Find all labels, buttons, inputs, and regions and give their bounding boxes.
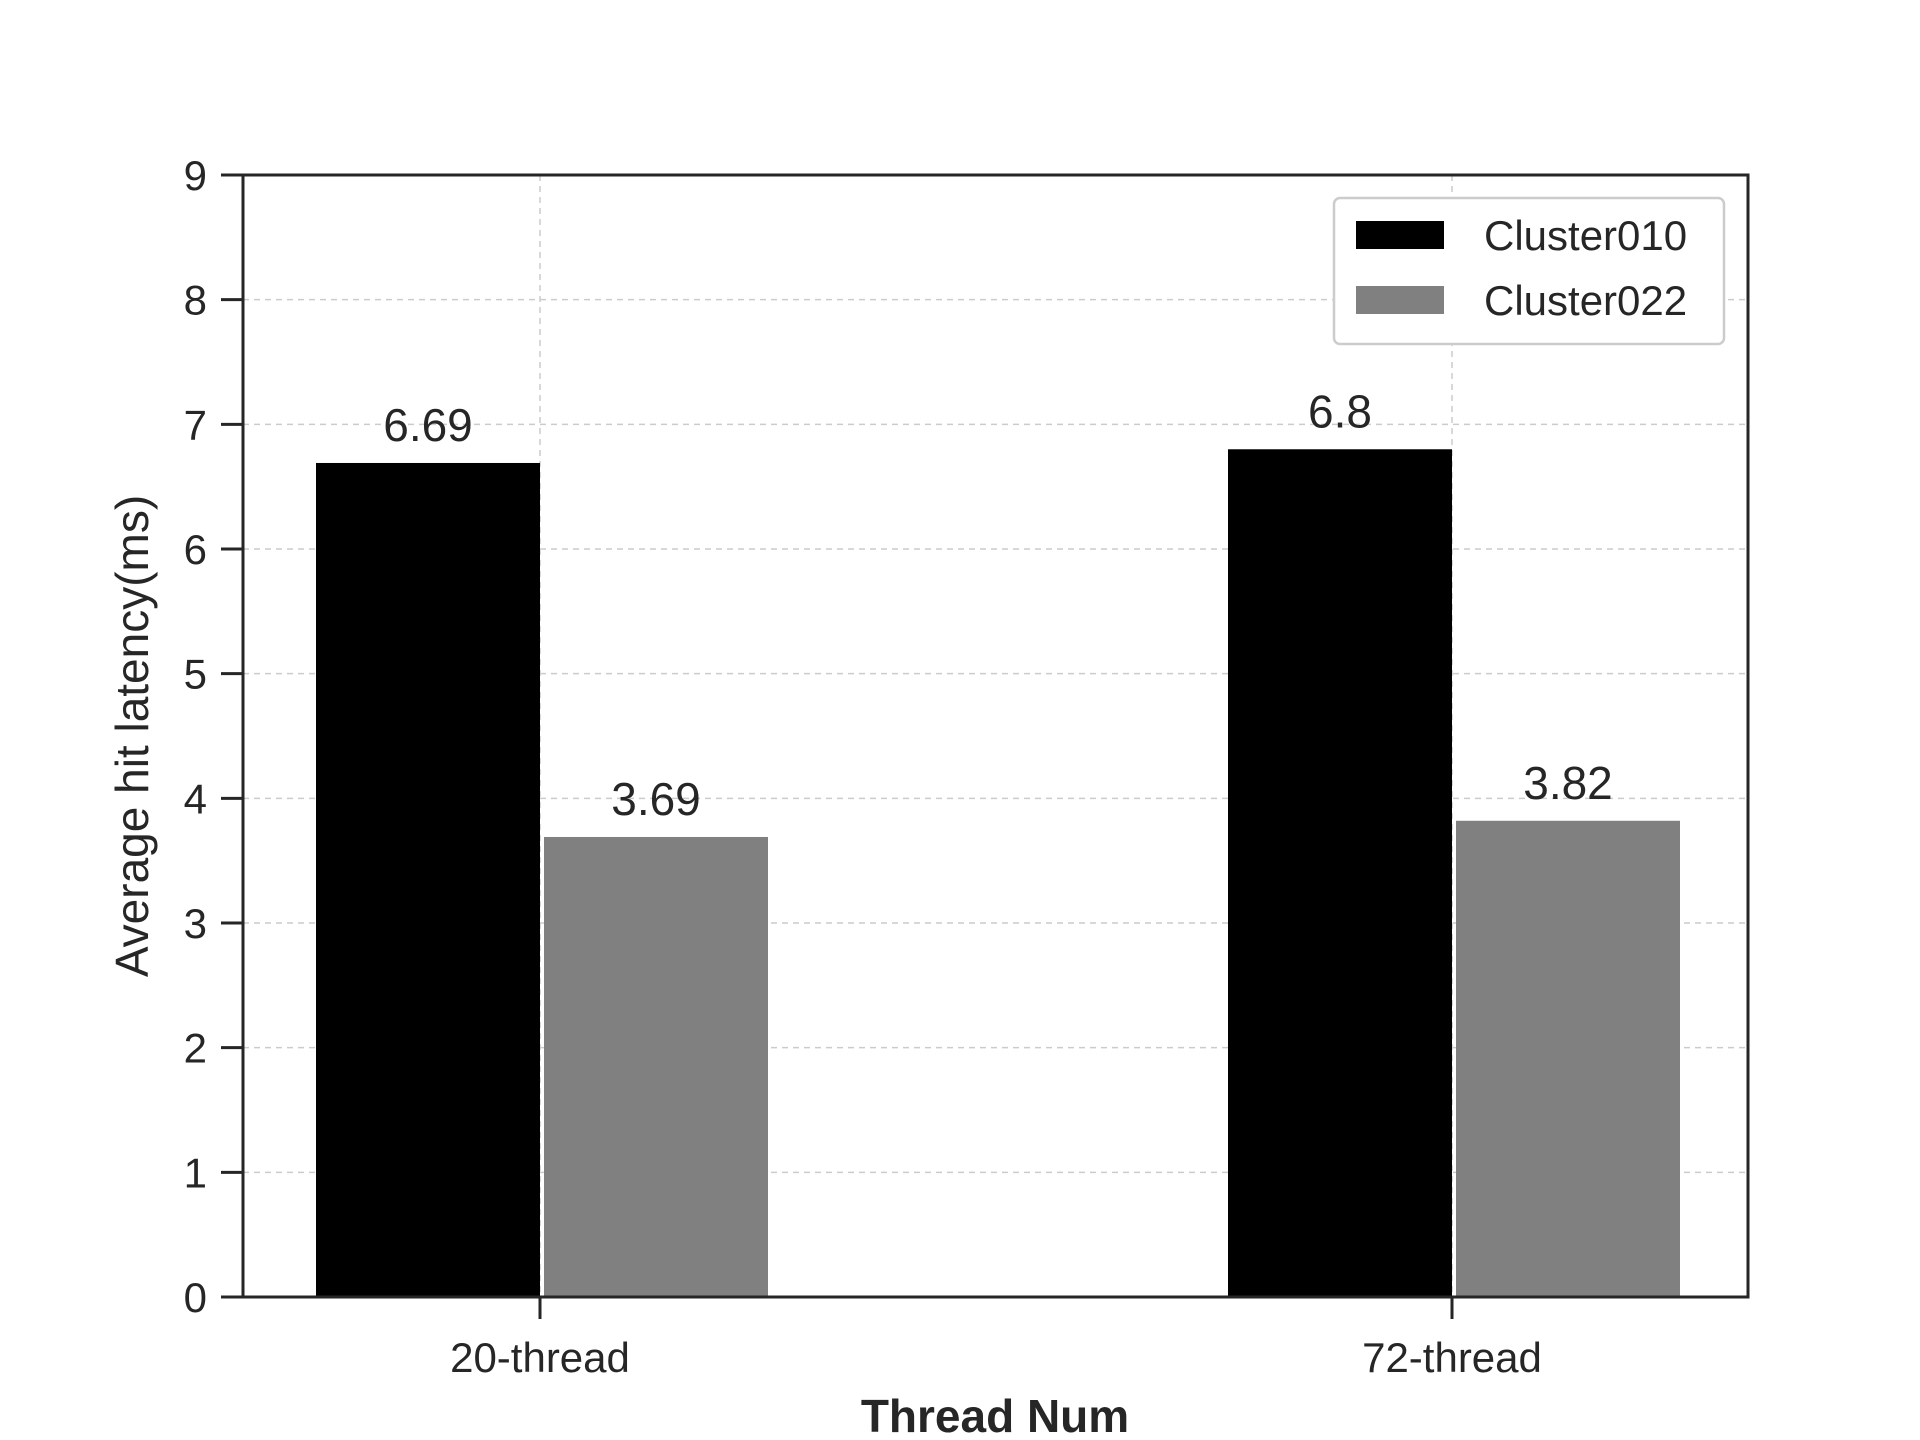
x-axis-title: Thread Num [861,1390,1129,1440]
y-tick-label: 2 [184,1025,207,1072]
y-tick-label: 4 [184,775,207,822]
x-tick-label: 20-thread [450,1334,630,1381]
legend-swatch-cluster010 [1356,221,1444,249]
y-tick-label: 1 [184,1149,207,1196]
y-axis-ticks: 0 1 2 3 4 5 6 7 8 9 [184,152,243,1321]
y-tick-label: 8 [184,277,207,324]
y-axis-title: Average hit latency(ms) [106,495,158,977]
y-tick-label: 3 [184,900,207,947]
value-label: 6.69 [383,399,473,451]
plot-frame [241,173,1750,1299]
value-label: 3.69 [611,773,701,825]
x-tick-label: 72-thread [1362,1334,1542,1381]
value-labels: 6.69 6.8 3.69 3.82 [383,385,1613,825]
bar-cluster022-72-thread [1456,820,1680,1297]
y-tick-label: 7 [184,401,207,448]
bar-cluster010-20-thread [316,462,540,1298]
value-label: 3.82 [1523,757,1613,809]
legend-label-cluster022: Cluster022 [1484,277,1687,324]
x-axis-ticks: 20-thread 72-thread [450,1297,1542,1381]
bar-cluster022-20-thread [544,836,768,1297]
legend-label-cluster010: Cluster010 [1484,212,1687,259]
bars [316,449,1680,1298]
y-tick-label: 5 [184,651,207,698]
y-tick-label: 6 [184,526,207,573]
legend-swatch-cluster022 [1356,286,1444,314]
legend: Cluster010 Cluster022 [1332,196,1726,346]
y-tick-label: 9 [184,152,207,199]
y-tick-label: 0 [184,1274,207,1321]
bar-cluster010-72-thread [1228,449,1452,1297]
value-label: 6.8 [1308,385,1372,437]
